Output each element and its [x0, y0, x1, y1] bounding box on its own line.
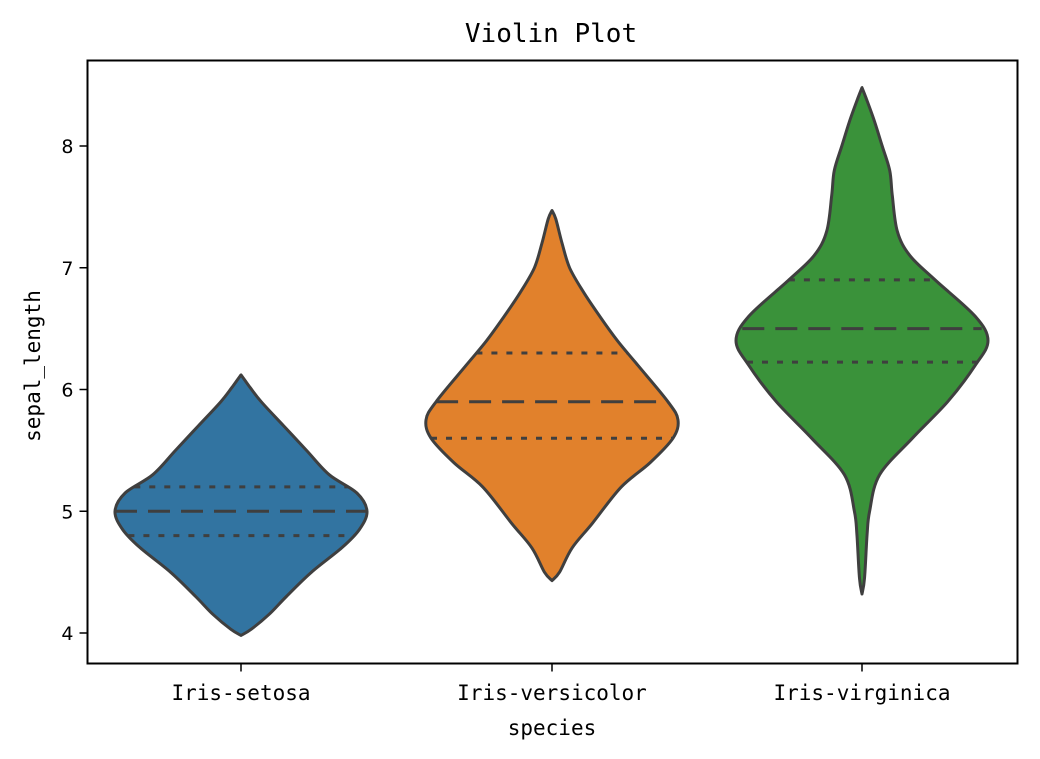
y-tick-label: 8 [61, 136, 73, 158]
violin-iris-versicolor [424, 209, 680, 583]
x-tick-label: Iris-versicolor [457, 681, 647, 705]
x-tick-label: Iris-virginica [773, 681, 950, 705]
y-axis-ticks: 4 5 6 7 8 [61, 136, 88, 645]
x-axis-ticks: Iris-setosa Iris-versicolor Iris-virginica [171, 663, 951, 705]
y-tick-label: 6 [61, 380, 73, 402]
violin-group [113, 86, 990, 637]
x-axis-label: species [508, 716, 597, 740]
violin-iris-virginica [734, 86, 990, 596]
violin-iris-setosa [113, 373, 369, 637]
y-tick-label: 4 [61, 623, 73, 645]
y-axis-label: sepal_length [21, 290, 45, 442]
y-tick-label: 7 [61, 258, 73, 280]
x-tick-label: Iris-setosa [171, 681, 310, 705]
chart-title: Violin Plot [465, 19, 637, 49]
y-tick-label: 5 [61, 501, 73, 523]
plot-frame [86, 59, 1019, 665]
